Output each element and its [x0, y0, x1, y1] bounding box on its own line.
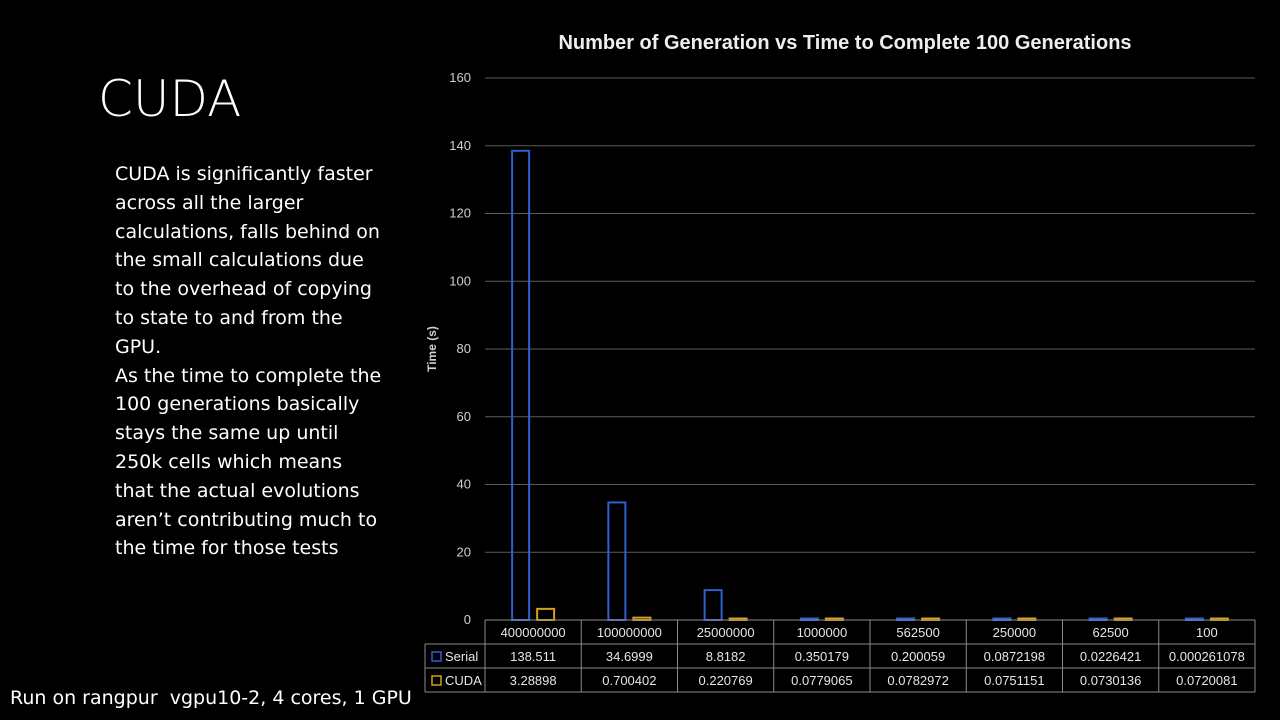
bar-serial	[703, 589, 723, 622]
body-paragraph: CUDA is significantly faster across all …	[115, 163, 380, 358]
data-label: 8.8182	[706, 649, 746, 664]
bar-serial	[511, 149, 531, 622]
chart: Number of Generation vs Time to Complete…	[420, 28, 1270, 698]
bar-cuda	[536, 607, 556, 622]
data-label: 3.28898	[510, 673, 557, 688]
slide-title: CUDA	[98, 70, 242, 128]
x-tick-label: 100	[1196, 625, 1218, 640]
data-label: 0.220769	[699, 673, 753, 688]
body-text: CUDA is significantly faster across all …	[115, 160, 385, 563]
data-label: 138.511	[510, 649, 556, 664]
data-label: 0.0779065	[791, 673, 852, 688]
x-tick-label: 25000000	[697, 625, 755, 640]
legend-label: CUDA	[445, 673, 482, 688]
body-paragraph: As the time to complete the 100 generati…	[115, 364, 382, 560]
data-label: 34.6999	[606, 649, 653, 664]
data-label: 0.000261078	[1169, 649, 1245, 664]
legend-key-cuda	[431, 675, 442, 686]
chart-svg: 0 20 40 60 80 100 120 140 160 Time (s) 400000000 10…	[424, 70, 1256, 693]
data-label: 0.0720081	[1176, 673, 1237, 688]
y-tick-label: 140	[449, 138, 471, 153]
data-label: 0.350179	[795, 649, 849, 664]
x-tick-label: 400000000	[501, 625, 566, 640]
legend-label: Serial	[445, 649, 478, 664]
chart-title: Number of Generation vs Time to Complete…	[558, 32, 1132, 54]
data-label: 0.0872198	[984, 649, 1045, 664]
x-tick-label: 250000	[993, 625, 1036, 640]
data-label: 0.0226421	[1080, 649, 1141, 664]
data-label: 0.700402	[602, 673, 656, 688]
data-label: 0.0751151	[984, 673, 1045, 688]
y-axis-label: Time (s)	[425, 326, 439, 372]
data-label: 0.0730136	[1080, 673, 1141, 688]
y-tick-label: 100	[449, 273, 471, 288]
y-tick-label: 80	[457, 341, 471, 356]
bar-serial	[607, 501, 627, 622]
x-tick-label: 62500	[1093, 625, 1129, 640]
y-tick-label: 160	[449, 70, 471, 85]
x-tick-label: 562500	[896, 625, 939, 640]
y-tick-label: 60	[457, 409, 471, 424]
x-tick-label: 100000000	[597, 625, 662, 640]
x-tick-label: 1000000	[797, 625, 848, 640]
footer-note: Run on rangpur vgpu10-2, 4 cores, 1 GPU	[10, 687, 412, 709]
y-tick-label: 40	[457, 477, 471, 492]
data-label: 0.200059	[891, 649, 945, 664]
y-tick-label: 20	[457, 544, 471, 559]
data-label: 0.0782972	[887, 673, 948, 688]
y-tick-label: 120	[449, 206, 471, 221]
legend-key-serial	[431, 651, 442, 662]
y-tick-label: 0	[464, 612, 471, 627]
